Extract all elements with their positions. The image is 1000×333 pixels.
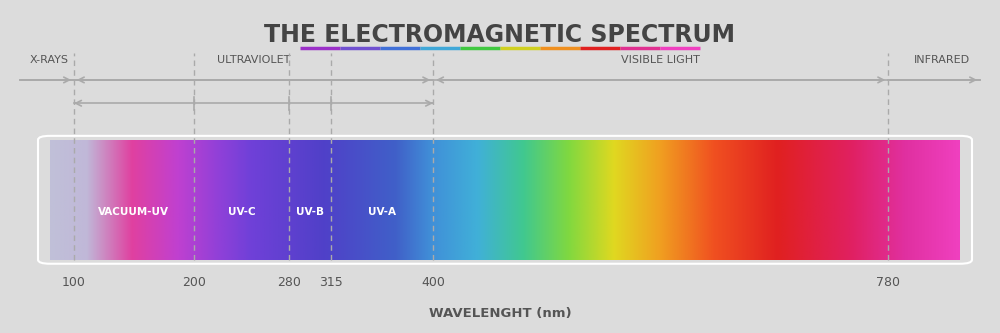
Text: UV-C: UV-C — [228, 207, 255, 217]
Text: 400: 400 — [421, 276, 445, 289]
Text: WAVELENGHT (nm): WAVELENGHT (nm) — [429, 307, 571, 320]
Text: 780: 780 — [876, 276, 900, 289]
Text: 315: 315 — [320, 276, 343, 289]
Text: ULTRAVIOLET: ULTRAVIOLET — [217, 55, 290, 65]
Text: UV-A: UV-A — [368, 207, 396, 217]
Text: THE ELECTROMAGNETIC SPECTRUM: THE ELECTROMAGNETIC SPECTRUM — [264, 23, 736, 47]
Text: 280: 280 — [278, 276, 301, 289]
Text: 100: 100 — [62, 276, 86, 289]
Text: X-RAYS: X-RAYS — [30, 55, 69, 65]
Text: UV-B: UV-B — [296, 207, 324, 217]
Text: 200: 200 — [182, 276, 206, 289]
Text: INFRARED: INFRARED — [914, 55, 970, 65]
Text: VISIBLE LIGHT: VISIBLE LIGHT — [621, 55, 700, 65]
Text: VACUUM-UV: VACUUM-UV — [98, 207, 169, 217]
